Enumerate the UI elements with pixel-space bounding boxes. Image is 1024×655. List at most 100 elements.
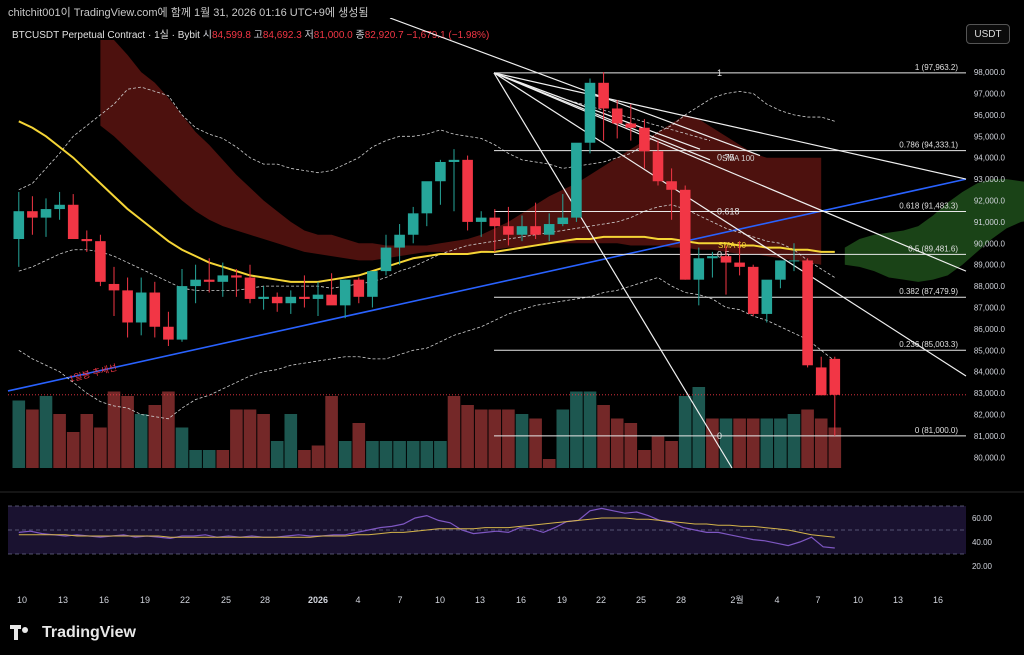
candle-body [761,279,773,314]
fib-inline-label: 0 [717,431,722,441]
x-tick-label: 25 [221,595,231,605]
volume-bar [597,405,610,468]
brand-name: TradingView [42,624,136,641]
volume-bar [610,418,624,468]
x-tick-label: 22 [180,595,190,605]
volume-bar [787,414,801,468]
candle-body [489,217,501,227]
volume-bar [638,450,651,468]
volume-bar [284,414,298,468]
volume-bar [366,441,379,468]
volume-bar [162,391,175,468]
rsi-tick-label: 40.00 [972,538,993,547]
candle-body [326,294,337,306]
currency-button[interactable]: USDT [966,24,1010,44]
sma100-label: SMA 100 [722,154,755,163]
volume-bar [542,459,556,468]
x-tick-label: 13 [58,595,68,605]
volume-bar [665,441,678,468]
candle-body [625,123,637,128]
candle-body [312,294,324,299]
candle-body [394,234,405,248]
rsi-line [18,507,835,549]
candle-body [734,262,745,267]
candle-body [611,108,623,124]
close-value: 82,920.7 [364,30,404,41]
volume-bar [624,423,638,468]
y-tick-label: 84,000.0 [974,368,1006,377]
volume-bar [651,436,665,468]
x-tick-label: 28 [676,595,686,605]
candle-body [81,239,93,242]
volume-bar [66,432,80,468]
candle-body [503,226,514,235]
low-label: 저 [304,30,314,41]
y-tick-label: 88,000.0 [974,282,1006,291]
candle-body [516,226,528,235]
volume-bar [80,414,94,468]
x-tick-label: 25 [636,595,646,605]
volume-bar [352,423,366,468]
fan-line [493,72,967,272]
close-label: 종 [355,30,365,41]
candle-body [829,358,841,395]
candle-body [543,224,555,235]
volume-bar [338,441,352,468]
volume-bar [814,418,828,468]
fib-inline-label: 1 [717,68,722,78]
price-chart[interactable]: 1일봉 추세선 SMA 50 SMA 100 1 (97,963.2) 0.786 (9… [0,18,1024,618]
volume-bar [325,396,338,468]
candle-body [666,181,677,190]
volume-bar [134,414,148,468]
volume-bar [515,414,529,468]
volume-bar [216,450,230,468]
volume-bar [189,450,202,468]
y-tick-label: 80,000.0 [974,453,1006,462]
candle-body [122,290,133,323]
fib-level-label: 0.786 (94,333.1) [899,141,958,150]
candle-body [557,217,569,225]
volume-bar [53,414,66,468]
rsi-tick-label: 60.00 [972,514,993,523]
candle-body [190,279,201,287]
x-tick-label: 10 [853,595,863,605]
candle-body [353,279,365,297]
x-tick-label: 13 [475,595,485,605]
y-tick-label: 93,000.0 [974,175,1006,184]
candle-body [707,256,718,259]
candle-body [271,296,283,304]
tradingview-logo: TradingView [10,624,136,642]
x-tick-label: 19 [557,595,567,605]
candle-body [149,292,161,327]
candle-body [380,247,392,272]
fan-line [389,18,761,157]
fib-level-label: 0.236 (85,003.3) [899,340,958,349]
fib-inline-label: 0.5 [717,249,730,259]
volume-bar [502,409,515,468]
candle-body [54,204,65,210]
candle-body [598,82,609,109]
candle-body [652,151,664,182]
candle-body [135,292,147,323]
candle-body [13,211,25,240]
candle-body [639,127,650,152]
y-tick-label: 92,000.0 [974,197,1006,206]
ichimoku-cloud-red [100,40,822,265]
volume-bar [719,418,733,468]
volume-bar [774,418,787,468]
candle-body [203,279,215,282]
volume-bar [393,441,406,468]
candle-body [339,279,351,306]
x-tick-label: 2026 [308,595,328,605]
volume-bar [230,409,243,468]
candle-body [67,204,79,240]
candle-body [40,209,52,218]
volume-bar [121,396,134,468]
volume-bar [447,396,461,468]
x-tick-label: 10 [17,595,27,605]
fib-level-label: 0 (81,000.0) [915,426,958,435]
rsi-ma-line [18,517,835,538]
y-tick-label: 97,000.0 [974,90,1006,99]
volume-bar [678,396,692,468]
x-tick-label: 28 [260,595,270,605]
